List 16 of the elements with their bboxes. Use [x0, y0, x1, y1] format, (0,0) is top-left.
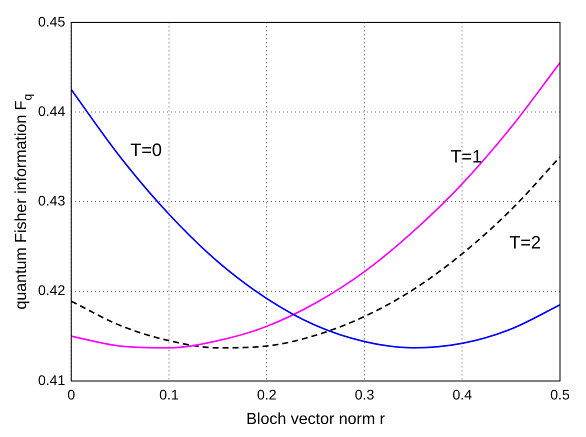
series-label: T=2 [509, 232, 541, 253]
x-axis-title: Bloch vector norm r [246, 410, 386, 428]
y-axis-title: quantum Fisher information Fq [13, 94, 35, 310]
y-tick-label: 0.42 [38, 282, 66, 298]
series-label: T=0 [130, 140, 162, 160]
y-tick-label: 0.45 [38, 13, 66, 30]
series-label: T=1 [450, 146, 482, 167]
x-tick-label: 0.1 [159, 386, 179, 402]
x-tick-label: 0.4 [452, 386, 472, 402]
x-tick-label: 0.3 [354, 386, 374, 402]
x-tick-label: 0.5 [550, 386, 570, 402]
y-tick-label: 0.44 [38, 102, 66, 119]
x-tick-label: 0.2 [257, 386, 277, 402]
x-tick-label: 0 [67, 386, 76, 402]
y-tick-label: 0.41 [38, 372, 66, 388]
y-tick-label: 0.43 [38, 192, 66, 209]
